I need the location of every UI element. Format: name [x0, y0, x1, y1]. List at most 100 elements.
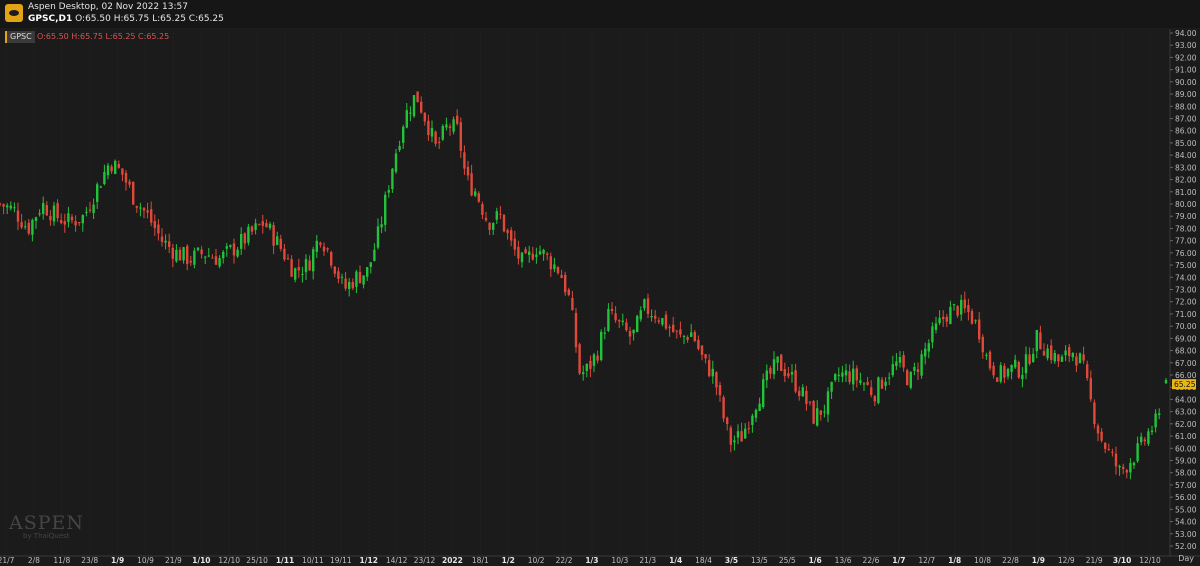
candle-body — [297, 267, 300, 271]
candle-body — [1154, 413, 1157, 428]
candle-body — [690, 332, 693, 337]
candle-body — [2, 204, 5, 207]
candle-body — [510, 230, 513, 241]
date-tick-label: 12/9 — [1058, 556, 1075, 565]
price-tick-label: 58.00 — [1175, 469, 1197, 478]
candle-body — [24, 226, 27, 228]
chart-area[interactable] — [0, 29, 1200, 566]
candle-body — [420, 101, 423, 113]
price-tick-label: 84.00 — [1175, 151, 1197, 160]
period-label[interactable]: Day — [1178, 554, 1194, 563]
candle-body — [996, 377, 999, 382]
candle-body — [463, 152, 466, 169]
ohlc-values: O:65.50 H:65.75 L:65.25 C:65.25 — [75, 14, 224, 24]
candle-body — [880, 379, 884, 389]
candle-body — [13, 207, 16, 209]
price-tick-label: 54.00 — [1175, 518, 1197, 527]
candle-body — [517, 246, 520, 259]
candle-body — [675, 330, 678, 332]
candle-body — [938, 317, 941, 324]
symbol-timeframe: GPSC,D1 — [28, 14, 73, 24]
candle-body — [430, 128, 434, 137]
date-axis: 21/7 2/8 11/8 23/8 1/9 10/9 21/9 1/10 12/10 25/10… — [0, 555, 1200, 565]
candle-body — [902, 355, 905, 368]
candle-body — [279, 238, 282, 249]
candle-body — [337, 271, 340, 279]
symbol-tag[interactable]: GPSC — [5, 31, 35, 43]
candle-body — [70, 216, 74, 221]
candle-body — [168, 241, 171, 247]
candle-body — [6, 205, 9, 208]
candle-body — [376, 226, 380, 248]
candle-body — [1082, 354, 1085, 361]
candle-body — [942, 316, 945, 320]
candle-body — [106, 165, 110, 176]
candle-body — [574, 312, 578, 348]
candle-body — [45, 205, 48, 216]
candle-body — [956, 306, 959, 316]
candle-body — [830, 381, 833, 392]
candle-body — [96, 184, 99, 202]
candle-body — [744, 428, 747, 439]
candle-body — [528, 251, 531, 255]
candle-body — [394, 153, 398, 172]
candle-body — [808, 401, 812, 403]
date-tick-label: 3/10 — [1113, 556, 1131, 565]
candle-body — [319, 242, 322, 245]
candle-body — [0, 203, 2, 205]
date-tick-label: 12/10 — [1139, 556, 1161, 565]
price-tick-label: 79.00 — [1175, 212, 1197, 221]
date-tick-label: 1/7 — [892, 556, 905, 565]
candle-body — [798, 390, 801, 396]
candle-body — [1122, 466, 1125, 469]
candle-body — [157, 224, 160, 234]
date-tick-label: 22/2 — [556, 556, 573, 565]
candle-body — [1086, 364, 1089, 379]
candle-body — [265, 223, 268, 227]
candle-body — [682, 335, 686, 337]
price-tick-label: 73.00 — [1175, 286, 1197, 295]
candle-body — [193, 250, 196, 265]
date-tick-label: 25/10 — [246, 556, 268, 565]
candle-body — [1150, 430, 1154, 433]
symbol-ohlc-header: GPSC,D1 O:65.50 H:65.75 L:65.25 C:65.25 — [28, 14, 224, 24]
candle-body — [1071, 353, 1074, 358]
candle-body — [196, 247, 200, 251]
price-tick-label: 93.00 — [1175, 41, 1197, 50]
price-tick-label: 52.00 — [1175, 542, 1197, 551]
candle-body — [366, 267, 369, 277]
candle-body — [819, 410, 822, 415]
candle-body — [477, 193, 480, 202]
candle-body — [481, 204, 484, 215]
candle-body — [708, 360, 711, 377]
candle-body — [139, 207, 142, 209]
candle-body — [416, 91, 419, 103]
date-tick-label: 12/7 — [918, 556, 935, 565]
candle-body — [211, 257, 214, 259]
candle-body — [790, 372, 794, 375]
candle-body — [20, 222, 23, 228]
watermark-subtext: by ThaiQuest — [23, 532, 70, 540]
price-tick-label: 76.00 — [1175, 249, 1197, 258]
price-tick-label: 70.00 — [1175, 322, 1197, 331]
candle-body — [934, 323, 938, 330]
candle-body — [1096, 425, 1100, 434]
date-tick-label: 10/11 — [302, 556, 324, 565]
candle-body — [495, 211, 498, 220]
candle-body — [1089, 378, 1092, 400]
candle-body — [596, 355, 599, 361]
candle-body — [981, 336, 984, 353]
price-tick-label: 56.00 — [1175, 493, 1197, 502]
candle-body — [916, 369, 920, 373]
candle-body — [560, 274, 563, 279]
candle-body — [258, 224, 261, 226]
candle-body — [60, 220, 63, 224]
date-tick-label: 21/9 — [1086, 556, 1103, 565]
candle-body — [492, 223, 495, 230]
candle-body — [92, 204, 95, 213]
candle-body — [823, 411, 826, 413]
candle-body — [1050, 345, 1053, 360]
candle-body — [870, 387, 873, 395]
candle-body — [56, 203, 59, 219]
